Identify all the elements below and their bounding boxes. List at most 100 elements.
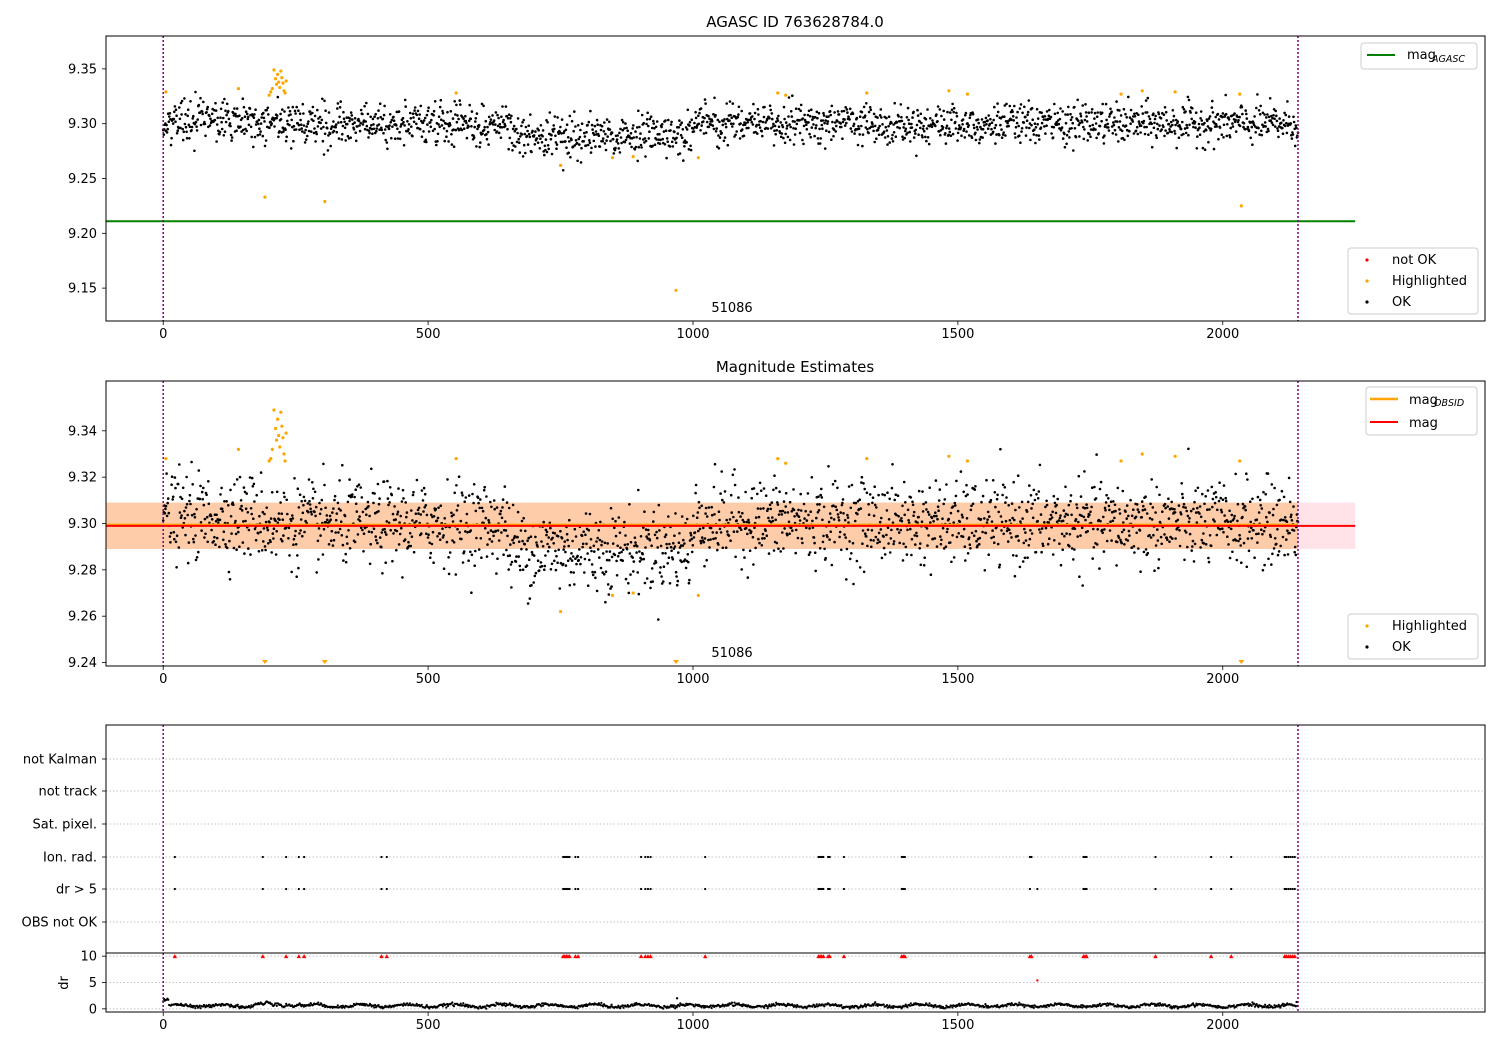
ok-point xyxy=(274,519,277,523)
ok-point xyxy=(861,542,864,545)
ok-point xyxy=(786,511,790,514)
ok-point xyxy=(1115,540,1119,544)
ok-point xyxy=(675,583,679,587)
ok-point xyxy=(674,570,678,574)
ok-point xyxy=(1141,112,1145,115)
ok-point xyxy=(260,490,264,493)
ok-point xyxy=(1231,122,1234,125)
ok-point xyxy=(234,532,238,536)
ok-point xyxy=(787,96,791,99)
ok-point xyxy=(700,536,704,539)
ok-point xyxy=(655,530,658,534)
ok-point xyxy=(1179,512,1183,516)
highlighted-point xyxy=(696,593,700,597)
ok-point xyxy=(432,515,436,518)
ok-point xyxy=(467,494,471,497)
ok-point xyxy=(555,554,558,558)
ok-point xyxy=(281,108,284,111)
ok-point xyxy=(625,547,629,551)
ok-point xyxy=(694,110,697,114)
ok-point xyxy=(441,527,444,530)
ok-point xyxy=(324,121,328,125)
ok-point xyxy=(640,146,643,149)
ok-point xyxy=(301,130,304,133)
flag-event-point xyxy=(173,887,176,891)
dr-point xyxy=(463,1005,467,1008)
ok-point xyxy=(1073,548,1076,551)
ok-point xyxy=(452,128,455,131)
ok-point xyxy=(1162,125,1165,129)
ok-point xyxy=(379,115,383,119)
ok-point xyxy=(338,115,341,119)
ok-point xyxy=(353,121,356,124)
ok-point xyxy=(972,126,976,130)
ok-point xyxy=(354,139,358,143)
dr-point xyxy=(323,1003,326,1007)
ok-point xyxy=(914,128,918,132)
ok-point xyxy=(383,527,386,531)
ok-point xyxy=(1088,513,1091,516)
ok-point xyxy=(964,494,968,498)
ok-point xyxy=(343,126,347,130)
ok-point xyxy=(398,532,402,536)
ok-point xyxy=(360,496,364,499)
ok-point xyxy=(808,551,812,554)
ok-point xyxy=(819,137,822,140)
ok-point xyxy=(1250,537,1254,540)
ok-point xyxy=(890,486,894,490)
flag-event-point xyxy=(649,887,652,891)
ok-point xyxy=(295,575,299,578)
ok-point xyxy=(499,512,502,516)
ok-point xyxy=(788,123,791,126)
ok-point xyxy=(281,539,284,543)
ok-point xyxy=(703,537,707,540)
ok-point xyxy=(833,111,836,114)
ok-point xyxy=(299,123,303,126)
ok-point xyxy=(365,513,368,516)
ok-point xyxy=(915,123,919,127)
ok-point xyxy=(1051,553,1055,556)
dr-point xyxy=(189,1003,192,1006)
ok-point xyxy=(683,542,686,545)
ok-point xyxy=(1124,112,1127,116)
flag-event-point xyxy=(1030,855,1033,859)
ok-point xyxy=(846,516,850,519)
dr-point xyxy=(610,1003,613,1006)
ok-point xyxy=(1086,139,1089,142)
ok-point xyxy=(586,584,590,587)
dr-point xyxy=(479,1005,482,1008)
ok-point xyxy=(1234,539,1238,542)
ok-point xyxy=(857,125,860,128)
ok-point xyxy=(995,133,998,136)
ok-point xyxy=(911,503,915,507)
ok-point xyxy=(165,123,168,127)
ok-point xyxy=(308,499,311,503)
ok-point xyxy=(1171,109,1175,112)
ok-point xyxy=(798,119,801,122)
ok-point xyxy=(1018,107,1022,110)
ok-point xyxy=(836,513,840,516)
ok-point xyxy=(1115,564,1118,567)
ok-point xyxy=(1051,136,1055,139)
ok-point xyxy=(254,108,257,111)
ok-point xyxy=(712,485,716,489)
ok-point xyxy=(813,551,817,554)
ok-point xyxy=(492,534,495,538)
ok-point xyxy=(334,125,338,129)
ok-point xyxy=(882,546,886,550)
ok-point xyxy=(760,129,764,133)
ok-point xyxy=(757,123,761,127)
ok-point xyxy=(1241,515,1244,519)
ok-point xyxy=(1214,495,1218,499)
ok-point xyxy=(835,508,839,512)
ok-point xyxy=(896,494,900,498)
ok-point xyxy=(840,548,843,552)
ok-point xyxy=(822,114,826,117)
ok-point xyxy=(569,557,572,560)
ok-point xyxy=(964,111,968,115)
ok-point xyxy=(1014,508,1017,512)
ok-point xyxy=(689,533,693,537)
dr-point xyxy=(444,1003,447,1006)
ok-point xyxy=(581,545,584,549)
ok-point xyxy=(1276,553,1280,557)
